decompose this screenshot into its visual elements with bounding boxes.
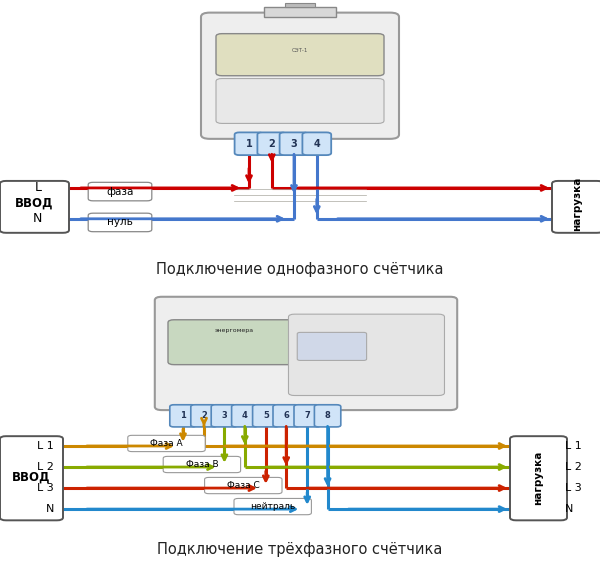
Text: энергомера: энергомера bbox=[215, 329, 254, 333]
Text: Подключение трёхфазного счётчика: Подключение трёхфазного счётчика bbox=[157, 542, 443, 557]
FancyBboxPatch shape bbox=[232, 405, 258, 427]
FancyBboxPatch shape bbox=[552, 181, 600, 233]
FancyBboxPatch shape bbox=[253, 405, 279, 427]
Text: 4: 4 bbox=[242, 411, 248, 420]
Text: L 2: L 2 bbox=[37, 462, 54, 472]
Text: 4: 4 bbox=[313, 139, 320, 149]
Text: N: N bbox=[46, 504, 54, 514]
Text: 1: 1 bbox=[245, 139, 253, 149]
Text: нагрузка: нагрузка bbox=[572, 176, 582, 231]
Text: 5: 5 bbox=[263, 411, 269, 420]
Text: Подключение однофазного счётчика: Подключение однофазного счётчика bbox=[156, 262, 444, 277]
Text: Фаза А: Фаза А bbox=[150, 439, 183, 448]
FancyBboxPatch shape bbox=[302, 132, 331, 155]
Text: нейтраль: нейтраль bbox=[250, 502, 295, 511]
Text: L 1: L 1 bbox=[37, 441, 54, 451]
Text: L 2: L 2 bbox=[565, 462, 581, 472]
FancyBboxPatch shape bbox=[191, 405, 217, 427]
Text: 3: 3 bbox=[221, 411, 227, 420]
FancyBboxPatch shape bbox=[235, 132, 263, 155]
Text: 3: 3 bbox=[290, 139, 298, 149]
Text: 6: 6 bbox=[283, 411, 289, 420]
Bar bbox=[285, 3, 315, 7]
Text: Фаза С: Фаза С bbox=[227, 481, 260, 490]
Text: 8: 8 bbox=[325, 411, 331, 420]
FancyBboxPatch shape bbox=[510, 436, 567, 521]
Text: N: N bbox=[565, 504, 573, 514]
FancyBboxPatch shape bbox=[257, 132, 286, 155]
FancyBboxPatch shape bbox=[170, 405, 196, 427]
Text: L 3: L 3 bbox=[37, 483, 54, 493]
FancyBboxPatch shape bbox=[205, 477, 282, 494]
FancyBboxPatch shape bbox=[211, 405, 238, 427]
Text: фаза: фаза bbox=[106, 187, 134, 196]
Text: ВВОД: ВВОД bbox=[15, 197, 53, 210]
Text: нуль: нуль bbox=[107, 218, 133, 227]
FancyBboxPatch shape bbox=[216, 34, 384, 76]
FancyBboxPatch shape bbox=[234, 499, 311, 515]
Text: L 3: L 3 bbox=[565, 483, 581, 493]
Text: СЭТ-1: СЭТ-1 bbox=[292, 48, 308, 53]
Text: 7: 7 bbox=[304, 411, 310, 420]
FancyBboxPatch shape bbox=[289, 314, 445, 396]
FancyBboxPatch shape bbox=[155, 297, 457, 410]
FancyBboxPatch shape bbox=[168, 320, 301, 365]
Text: N: N bbox=[32, 212, 42, 226]
FancyBboxPatch shape bbox=[0, 436, 63, 521]
FancyBboxPatch shape bbox=[88, 213, 152, 232]
FancyBboxPatch shape bbox=[216, 79, 384, 123]
Text: L: L bbox=[35, 181, 42, 195]
FancyBboxPatch shape bbox=[273, 405, 299, 427]
FancyBboxPatch shape bbox=[0, 181, 69, 233]
Text: Фаза В: Фаза В bbox=[185, 460, 218, 469]
FancyBboxPatch shape bbox=[128, 435, 205, 452]
FancyBboxPatch shape bbox=[163, 457, 241, 472]
Text: ВВОД: ВВОД bbox=[12, 471, 50, 484]
Text: нагрузка: нагрузка bbox=[533, 450, 543, 505]
FancyBboxPatch shape bbox=[280, 132, 308, 155]
FancyBboxPatch shape bbox=[314, 405, 341, 427]
FancyBboxPatch shape bbox=[201, 12, 399, 139]
Text: 1: 1 bbox=[180, 411, 186, 420]
Bar bbox=[264, 7, 336, 17]
FancyBboxPatch shape bbox=[88, 182, 152, 201]
FancyBboxPatch shape bbox=[294, 405, 320, 427]
FancyBboxPatch shape bbox=[297, 332, 367, 360]
Text: 2: 2 bbox=[268, 139, 275, 149]
Text: 2: 2 bbox=[201, 411, 207, 420]
Text: L 1: L 1 bbox=[565, 441, 581, 451]
